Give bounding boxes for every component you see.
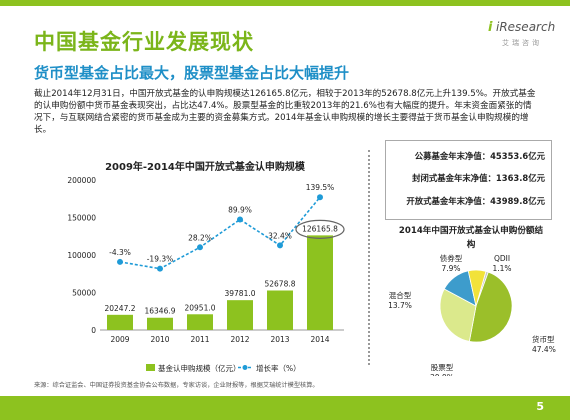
bar-value-label: 20247.2 [104,304,135,313]
vertical-divider [368,150,370,365]
growth-label: 28.2% [188,233,212,242]
x-tick-label: 2011 [190,335,209,344]
y-tick-label: 200000 [67,176,96,185]
iresearch-logo: i iResearch 艾瑞咨询 [488,20,555,58]
growth-point-2011 [197,244,203,251]
pie-slice-percent: 47.4% [532,345,556,354]
pie-slice-percent: 7.9% [441,264,460,273]
bar-2011 [187,314,213,330]
pie-slice-name: QDII [494,254,510,263]
y-tick-label: 150000 [67,214,96,223]
pie-slice-name: 货币型 [532,334,555,344]
top-band [0,0,570,6]
pie-slice-name: 股票型 [431,363,454,372]
public-fund-net-value: 公募基金年末净值：45353.6亿元 [414,151,545,161]
page-number: 5 [536,400,544,413]
bar-2013 [267,290,293,330]
pie-slice-percent: 1.1% [492,264,511,273]
growth-label: 32.4% [268,231,292,240]
pie-slice-name: 混合型 [389,290,412,300]
x-tick-label: 2012 [230,335,249,344]
bar-value-label: 16346.9 [144,307,175,316]
source-note: 来源：综合证监会、中国证券投资基金协会公布数据，专家访谈，企业财报等，根据艾瑞统… [34,382,319,389]
legend-bar-label: 基金认申购规模（亿元） [158,363,241,373]
growth-label: 139.5% [306,183,335,192]
legend-line-marker [242,365,248,370]
page-subtitle: 货币型基金占比最大，股票型基金占比大幅提升 [34,64,350,82]
bar-2012 [227,300,253,330]
net-value-summary-box: 公募基金年末净值：45353.6亿元 封闭式基金年末净值：1363.8亿元 开放… [385,140,552,220]
growth-label: -19.3% [147,255,174,264]
pie-chart-title: 2014年中国开放式基金认申购份额结构 [398,226,544,250]
x-tick-label: 2013 [270,335,289,344]
bottom-band [0,396,570,420]
bar-value-label: 20951.0 [184,303,215,312]
logo-i-mark: i [488,20,493,35]
growth-label: 89.9% [228,206,252,215]
growth-point-2013 [277,242,283,249]
bar-chart-title: 2009年-2014年中国开放式基金认申购规模 [105,162,305,173]
growth-label: -4.3% [109,248,131,257]
x-tick-label: 2009 [110,335,129,344]
closed-fund-net-value: 封闭式基金年末净值：1363.8亿元 [412,173,545,183]
bar-2014 [307,235,333,330]
pie-slice-1 [439,288,477,342]
y-tick-label: 100000 [67,251,96,260]
x-tick-label: 2010 [150,335,169,344]
growth-point-2012 [237,216,243,223]
x-tick-label: 2014 [310,335,329,344]
y-tick-label: 50000 [72,289,96,298]
pie-slice-name: 债券型 [440,253,463,263]
page-title: 中国基金行业发展现状 [34,30,254,54]
bar-value-label: 126165.8 [302,224,338,233]
legend-line-label: 增长率（%） [256,363,301,373]
logo-brand-text: iResearch [496,20,556,34]
y-tick-label: 0 [91,326,96,335]
bar-2009 [107,314,133,330]
bar-value-label: 52678.8 [264,279,295,288]
bar-line-chart: 0 50000 100000 150000 200000 20247.2 2009 16346… [67,176,345,373]
growth-point-2009 [117,258,123,265]
growth-line [119,196,321,270]
legend-bar-swatch [146,364,155,371]
pie-slice-0 [468,271,513,343]
pie-slice-3 [467,269,487,307]
summary-paragraph: 截止2014年12月31日，中国开放式基金的认申购规模达126165.8亿元，相… [34,89,536,135]
logo-brand-zh: 艾瑞咨询 [502,39,542,47]
pie-slice-percent: 29.9% [430,373,454,376]
growth-point-2014 [317,194,323,201]
bar-value-label: 39781.0 [224,289,255,298]
growth-point-2010 [157,265,163,272]
pie-slice-percent: 13.7% [388,301,412,310]
open-fund-net-value: 开放式基金年末净值：43989.8亿元 [406,196,545,206]
bar-2010 [147,317,173,330]
highlight-ellipse [295,219,345,239]
